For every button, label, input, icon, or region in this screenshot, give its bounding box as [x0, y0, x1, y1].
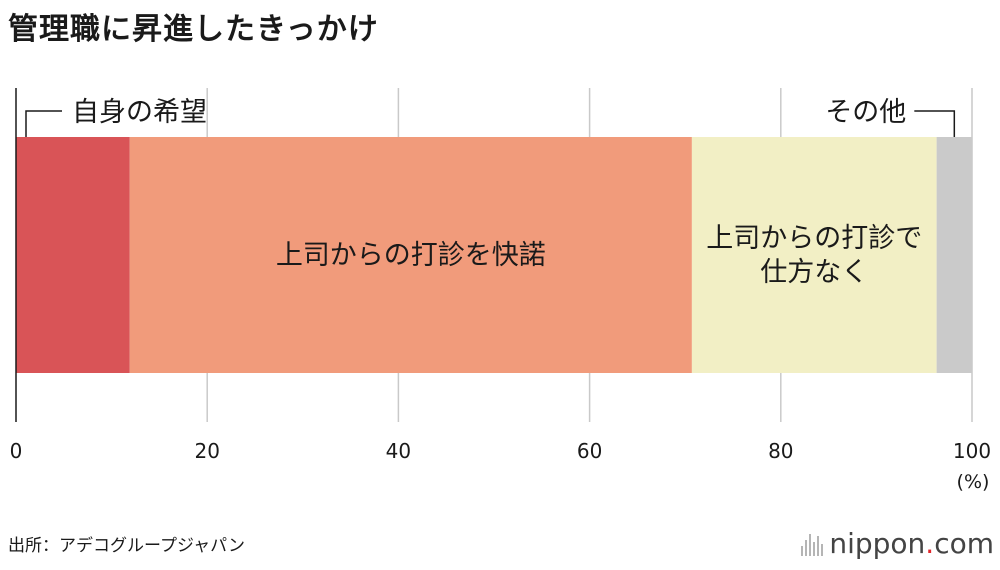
- x-tick-label-60: 60: [577, 439, 602, 463]
- logo-tld: com: [934, 527, 994, 560]
- bar-segment-1: [16, 137, 130, 373]
- leader-line-4: [914, 110, 956, 137]
- segment-label-3: 仕方なく: [760, 257, 868, 288]
- segment-label-2: 上司からの打診を快諾: [276, 240, 546, 271]
- bar-segment-2: [129, 137, 692, 373]
- source-note: 出所：アデコグループジャパン: [8, 536, 245, 556]
- segment-label-1: 自身の希望: [72, 97, 207, 128]
- x-tick-label-0: 0: [10, 439, 23, 463]
- bar-segments: [16, 137, 972, 373]
- x-tick-label-40: 40: [386, 439, 411, 463]
- bar-segment-4: [936, 137, 972, 373]
- nippon-logo: nippon. com: [801, 527, 994, 560]
- bar-segment-3: [691, 137, 937, 373]
- x-axis-ticks: 0 20 40 60 80 100: [10, 439, 991, 463]
- segment-label-4: その他: [825, 97, 906, 128]
- logo-bars-icon: [801, 532, 824, 556]
- logo-brand: nippon: [829, 527, 926, 560]
- leader-line-1: [25, 110, 62, 137]
- chart-title: 管理職に昇進したきっかけ: [8, 12, 379, 47]
- x-axis-unit: (%): [957, 471, 990, 493]
- segment-label-3: 上司からの打診で: [706, 223, 922, 254]
- x-tick-label-100: 100: [953, 439, 991, 463]
- logo-dot: .: [925, 527, 935, 560]
- x-tick-label-80: 80: [768, 439, 793, 463]
- x-tick-label-20: 20: [194, 439, 219, 463]
